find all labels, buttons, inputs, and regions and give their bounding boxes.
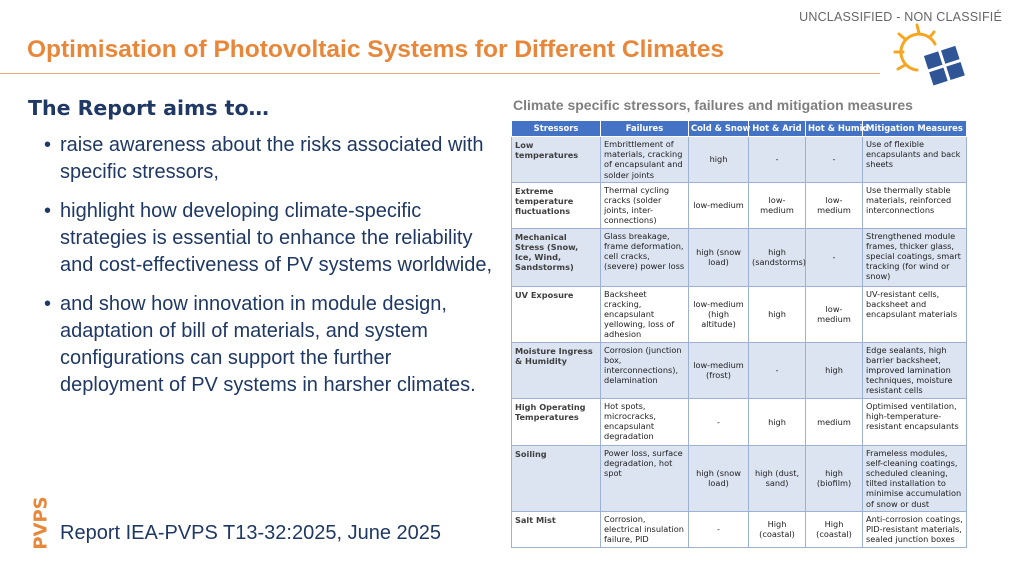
- stressor-cell: Soiling: [511, 444, 601, 512]
- sun-solar-panel-logo-icon: [893, 23, 965, 86]
- table-row: Moisture Ingress & Humidity Corrosion (j…: [511, 341, 967, 399]
- table-row: Extreme temperature fluctuations Thermal…: [511, 181, 967, 229]
- column-header: Hot & Arid: [748, 120, 806, 137]
- slide-title: Optimisation of Photovoltaic Systems for…: [27, 36, 725, 63]
- cold-snow-cell: low-medium (high altitude): [688, 285, 749, 343]
- stressor-cell: Mechanical Stress (Snow, Ice, Wind, Sand…: [511, 227, 601, 287]
- failures-cell: Corrosion, electrical insulation failure…: [600, 510, 689, 548]
- mitigation-cell: Frameless modules, self-cleaning coating…: [862, 444, 967, 512]
- mitigation-cell: Edge sealants, high barrier backsheet, i…: [862, 341, 967, 399]
- aims-heading: The Report aims to…: [28, 96, 270, 120]
- title-divider: [0, 73, 880, 74]
- stressor-cell: Extreme temperature fluctuations: [511, 181, 601, 229]
- cold-snow-cell: -: [688, 397, 749, 446]
- hot-arid-cell: high: [748, 285, 806, 343]
- failures-cell: Backsheet cracking, encapsulant yellowin…: [600, 285, 689, 343]
- table-row: UV Exposure Backsheet cracking, encapsul…: [511, 285, 967, 343]
- failures-cell: Embrittlement of materials, cracking of …: [600, 136, 689, 183]
- bullet-item: • raise awareness about the risks associa…: [44, 132, 494, 186]
- aims-bullet-list: • raise awareness about the risks associa…: [44, 132, 494, 411]
- cold-snow-cell: low-medium (frost): [688, 341, 749, 399]
- hot-arid-cell: -: [748, 136, 806, 183]
- hot-humid-cell: High (coastal): [805, 510, 863, 548]
- hot-arid-cell: -: [748, 341, 806, 399]
- hot-humid-cell: high (biofilm): [805, 444, 863, 512]
- column-header: Cold & Snow: [688, 120, 750, 137]
- stressor-cell: Salt Mist: [511, 510, 601, 548]
- mitigation-cell: UV-resistant cells, backsheet and encaps…: [862, 285, 967, 343]
- hot-humid-cell: -: [805, 136, 863, 183]
- cold-snow-cell: high (snow load): [688, 444, 749, 512]
- hot-humid-cell: high: [805, 341, 863, 399]
- stressor-cell: Moisture Ingress & Humidity: [511, 341, 601, 399]
- cold-snow-cell: high: [688, 136, 749, 183]
- bullet-text: highlight how developing climate-specifi…: [60, 200, 493, 276]
- column-header: Failures: [600, 120, 689, 137]
- mitigation-cell: Anti-corrosion coatings, PID-resistant m…: [862, 510, 967, 548]
- hot-arid-cell: high: [748, 397, 806, 446]
- stressor-cell: High Operating Temperatures: [511, 397, 601, 446]
- hot-arid-cell: high (dust, sand): [748, 444, 806, 512]
- table-caption: Climate specific stressors, failures and…: [513, 97, 913, 113]
- cold-snow-cell: high (snow load): [688, 227, 749, 287]
- failures-cell: Corrosion (junction box, interconnection…: [600, 341, 689, 399]
- table-row: High Operating Temperatures Hot spots, m…: [511, 397, 967, 446]
- failures-cell: Thermal cycling cracks (solder joints, i…: [600, 181, 689, 229]
- bullet-text: and show how innovation in module design…: [60, 293, 476, 396]
- stressors-table: Stressors Failures Cold & Snow Hot & Ari…: [511, 120, 967, 548]
- hot-humid-cell: low-medium: [805, 285, 863, 343]
- hot-arid-cell: High (coastal): [748, 510, 806, 548]
- failures-cell: Glass breakage, frame deformation, cell …: [600, 227, 689, 287]
- bullet-item: • highlight how developing climate-specif…: [44, 198, 494, 279]
- bullet-text: raise awareness about the risks associat…: [60, 134, 484, 183]
- failures-cell: Power loss, surface degradation, hot spo…: [600, 444, 689, 512]
- mitigation-cell: Use of flexible encapsulants and back sh…: [862, 136, 967, 183]
- cold-snow-cell: low-medium: [688, 181, 749, 229]
- bullet-dot-icon: •: [44, 134, 52, 156]
- hot-humid-cell: medium: [805, 397, 863, 446]
- stressor-cell: UV Exposure: [511, 285, 601, 343]
- mitigation-cell: Use thermally stable materials, reinforc…: [862, 181, 967, 229]
- report-reference: Report IEA-PVPS T13-32:2025, June 2025: [60, 522, 441, 544]
- hot-arid-cell: high (sandstorms): [748, 227, 806, 287]
- stressor-cell: Low temperatures: [511, 136, 601, 183]
- pvps-brand-text: PVPS: [30, 496, 52, 550]
- cold-snow-cell: -: [688, 510, 749, 548]
- hot-arid-cell: low-medium: [748, 181, 806, 229]
- column-header: Mitigation Measures: [862, 120, 967, 137]
- table-header-row: Stressors Failures Cold & Snow Hot & Ari…: [511, 120, 967, 137]
- table-row: Soiling Power loss, surface degradation,…: [511, 444, 967, 512]
- bullet-dot-icon: •: [44, 200, 52, 222]
- mitigation-cell: Strengthened module frames, thicker glas…: [862, 227, 967, 287]
- bullet-dot-icon: •: [44, 293, 52, 315]
- failures-cell: Hot spots, microcracks, encapsulant degr…: [600, 397, 689, 446]
- hot-humid-cell: low-medium: [805, 181, 863, 229]
- hot-humid-cell: -: [805, 227, 863, 287]
- column-header: Stressors: [511, 120, 601, 137]
- column-header: Hot & Humid: [805, 120, 868, 137]
- classification-label: UNCLASSIFIED - NON CLASSIFIÉ: [799, 10, 1002, 24]
- table-row: Salt Mist Corrosion, electrical insulati…: [511, 510, 967, 548]
- table-row: Mechanical Stress (Snow, Ice, Wind, Sand…: [511, 227, 967, 287]
- table-row: Low temperatures Embrittlement of materi…: [511, 136, 967, 183]
- bullet-item: • and show how innovation in module desig…: [44, 291, 494, 399]
- mitigation-cell: Optimised ventilation, high-temperature-…: [862, 397, 967, 446]
- pvps-brand: PVPS: [30, 488, 52, 558]
